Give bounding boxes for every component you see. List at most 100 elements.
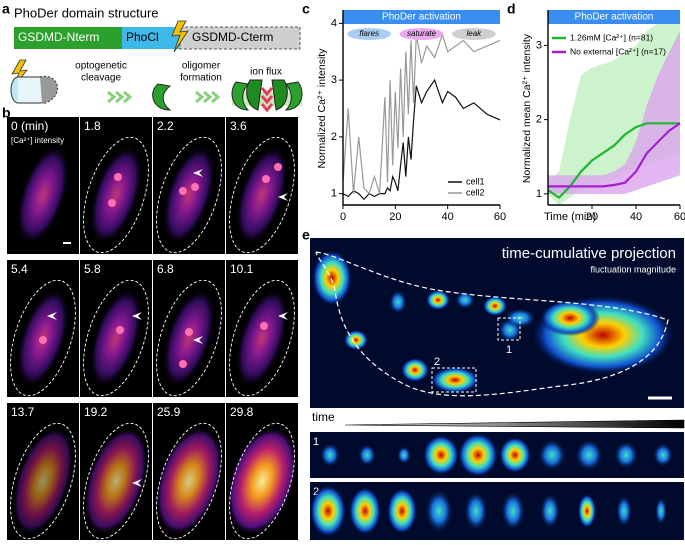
panel-e: time-cumulative projection fluctuation m…: [310, 238, 685, 540]
domain-label: GSDMD-Cterm: [192, 30, 273, 44]
cell-outline: [10, 422, 76, 540]
cell: [155, 426, 223, 536]
step-label: oligomer: [182, 61, 221, 72]
arrowhead: [278, 312, 288, 320]
banner-text: PhoDer activation: [382, 12, 461, 23]
frame-blob: [425, 489, 453, 533]
legend-label: cell1: [466, 176, 485, 186]
ion-arrow: [260, 87, 274, 113]
time-wedge: [344, 419, 685, 429]
roi-label: 1: [506, 344, 512, 356]
tag: [451, 28, 496, 40]
cell-outline: [229, 279, 295, 397]
frame-blob: [538, 439, 566, 471]
tag: [347, 28, 392, 40]
x-tick-label: 20: [389, 211, 401, 223]
legend-label: 1.26mM [Ca²⁺] (n=81): [570, 32, 653, 42]
icon-cap: [39, 75, 59, 105]
y-tick-label: 2: [536, 114, 542, 126]
time-label: 29.8: [230, 405, 254, 419]
image-subtitle: [Ca²⁺] intensity: [11, 136, 64, 145]
x-tick-label: 60: [674, 211, 685, 223]
tag: [399, 28, 444, 40]
time-label: 5.4: [11, 262, 28, 276]
banner: [343, 10, 500, 24]
step-label: formation: [180, 73, 222, 84]
frame-blob: [499, 437, 531, 473]
time-label: 3.6: [230, 119, 247, 133]
cell-outline: [156, 136, 222, 254]
cell-outline: [315, 251, 669, 397]
lightning: [171, 20, 189, 53]
chevron: [195, 90, 221, 104]
frame-blob: [575, 439, 603, 471]
cell-outline: [10, 279, 76, 397]
blob: [389, 290, 407, 314]
blob: [455, 291, 475, 309]
x-tick-label: 20: [586, 211, 598, 223]
frame-blob: [310, 485, 346, 537]
cell-outline: [83, 279, 149, 397]
roi-label: 2: [434, 356, 440, 368]
blob: [431, 367, 479, 393]
blob: [344, 330, 368, 350]
y-tick-label: 3: [331, 74, 337, 86]
cell: [89, 145, 143, 245]
tag-text: saturate: [407, 29, 436, 38]
x-tick-label: 40: [442, 211, 454, 223]
domain-label: GSDMD-Nterm: [18, 30, 99, 44]
arrowhead: [132, 479, 142, 487]
spot: [185, 328, 193, 336]
subunit: [284, 81, 303, 111]
panel-a: [10, 20, 303, 113]
cell-outline: [83, 422, 149, 540]
roi-box: [431, 367, 477, 393]
panel-d: PhoDer activation 1 2 3 20 40 60 Time (min) Norm…: [521, 10, 685, 223]
kymograph-frames: [310, 433, 673, 537]
subunit: [246, 79, 288, 111]
cell-outline: [229, 422, 295, 540]
frame-blob: [578, 494, 596, 528]
image-title: time-cumulative projection: [502, 245, 676, 262]
y-tick-label: 3: [536, 39, 542, 51]
frame-blob: [464, 491, 488, 531]
time-label: 5.8: [84, 262, 101, 276]
x-tick-label: 40: [630, 211, 642, 223]
frame-blob: [458, 433, 498, 477]
frame-blob: [320, 443, 340, 467]
time-label: 25.9: [157, 405, 181, 419]
legend-label: No external [Ca²⁺] (n=17): [570, 46, 666, 56]
cell-outline: [229, 136, 295, 254]
y-tick-label: 1: [331, 188, 337, 200]
frame-blob: [501, 491, 525, 531]
spot: [179, 360, 187, 368]
time-label: 0 (min): [11, 119, 48, 133]
y-tick-label: 1: [536, 188, 542, 200]
frame-blob: [387, 488, 417, 534]
cell: [12, 427, 74, 535]
cell-outline: [83, 136, 149, 254]
time-label: 13.7: [11, 405, 35, 419]
y-tick-label: 4: [331, 17, 337, 29]
arrowhead: [278, 193, 288, 201]
subunit: [231, 81, 250, 111]
spot: [260, 322, 268, 330]
cell-outline: [156, 279, 222, 397]
time-label: 19.2: [84, 405, 108, 419]
tag-text: flares: [359, 29, 379, 38]
blob: [426, 290, 450, 310]
y-tick-label: 2: [331, 131, 337, 143]
step-label: optogenetic: [75, 61, 127, 72]
image-subtitle: fluctuation magnitude: [590, 264, 676, 274]
panel-letter: a: [2, 1, 10, 17]
spot: [116, 326, 124, 334]
x-axis-label: Time (min): [544, 211, 596, 223]
spot: [114, 173, 122, 181]
panel-letter: b: [2, 105, 11, 121]
frame-blob: [349, 487, 381, 535]
x-tick-label: 60: [494, 211, 506, 223]
panel-b: 0 (min) [Ca²⁺] intensity 1.8 2.2 3.6 5.4 5.8 6.…: [7, 117, 298, 540]
domain-nterm: [14, 27, 122, 49]
